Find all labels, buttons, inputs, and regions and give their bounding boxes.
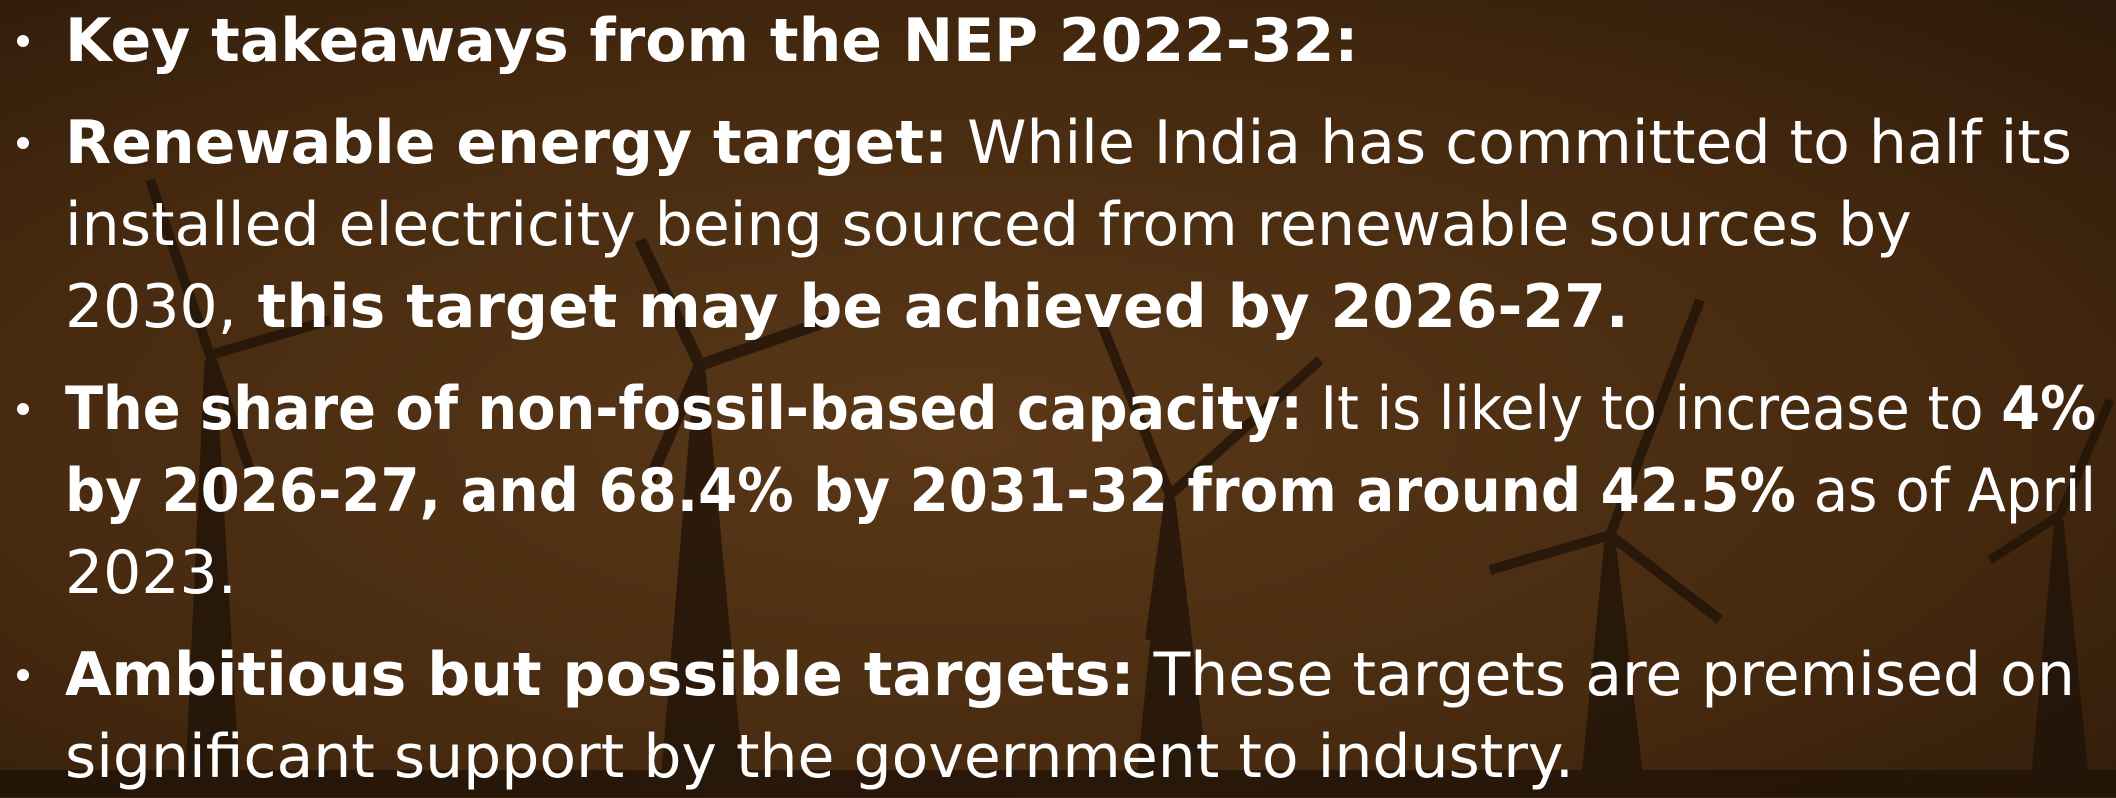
bullet: Key takeaways from the NEP 2022-32: [0,0,2116,82]
text-line: by 2026-27, and 68.4% by 2031-32 from ar… [0,450,2116,532]
line-content: Key takeaways from the NEP 2022-32: [65,0,1358,82]
text-line: The share of non-fossil-based capacity: … [0,368,2116,450]
bullet: The share of non-fossil-based capacity: … [0,368,2116,614]
bullet-dot [16,668,30,682]
bold-text: The share of non-fossil-based capacity: [65,374,1303,444]
bold-text: Ambitious but possible targets: [65,640,1135,710]
text: 2030, [65,272,237,342]
slide: Key takeaways from the NEP 2022-32: Renew… [0,0,2116,797]
text-line: installed electricity being sourced from… [0,184,2116,266]
bold-text: Renewable energy target: [65,108,948,178]
text: significant support by the government to… [65,722,1574,792]
bold-text: this target may be achieved by 2026-27. [237,272,1629,342]
text: installed electricity being sourced from… [65,190,1912,260]
text-line: significant support by the government to… [0,716,2116,798]
bullet-dot [16,402,30,416]
line-content: Ambitious but possible targets: These ta… [65,634,2075,716]
bullet-dot [16,136,30,150]
bold-text: Key takeaways from the NEP 2022-32: [65,6,1358,76]
line-content: Renewable energy target: While India has… [65,102,2072,184]
text-line: Ambitious but possible targets: These ta… [0,634,2116,716]
text: These targets are premised on [1135,640,2075,710]
bullet: Ambitious but possible targets: These ta… [0,634,2116,798]
text: 2023. [65,538,237,608]
text-line: Key takeaways from the NEP 2022-32: [0,0,2116,82]
bullet: Renewable energy target: While India has… [0,102,2116,348]
bold-text: by 2026-27, and 68.4% by 2031-32 from ar… [65,456,1796,526]
text-line: 2023. [0,532,2116,614]
line-content: installed electricity being sourced from… [65,184,1912,266]
bold-text: 4% [2001,374,2096,444]
text-line: Renewable energy target: While India has… [0,102,2116,184]
bullet-list: Key takeaways from the NEP 2022-32: Renew… [0,0,2116,798]
line-content: by 2026-27, and 68.4% by 2031-32 from ar… [65,450,2096,532]
line-content: 2023. [65,532,237,614]
text: While India has committed to half its [948,108,2072,178]
text: as of April [1796,456,2096,526]
text-line: 2030, this target may be achieved by 202… [0,266,2116,348]
line-content: 2030, this target may be achieved by 202… [65,266,1629,348]
bullet-dot [16,34,30,48]
line-content: significant support by the government to… [65,716,1574,798]
text: It is likely to increase to [1303,374,2001,444]
line-content: The share of non-fossil-based capacity: … [65,368,2096,450]
